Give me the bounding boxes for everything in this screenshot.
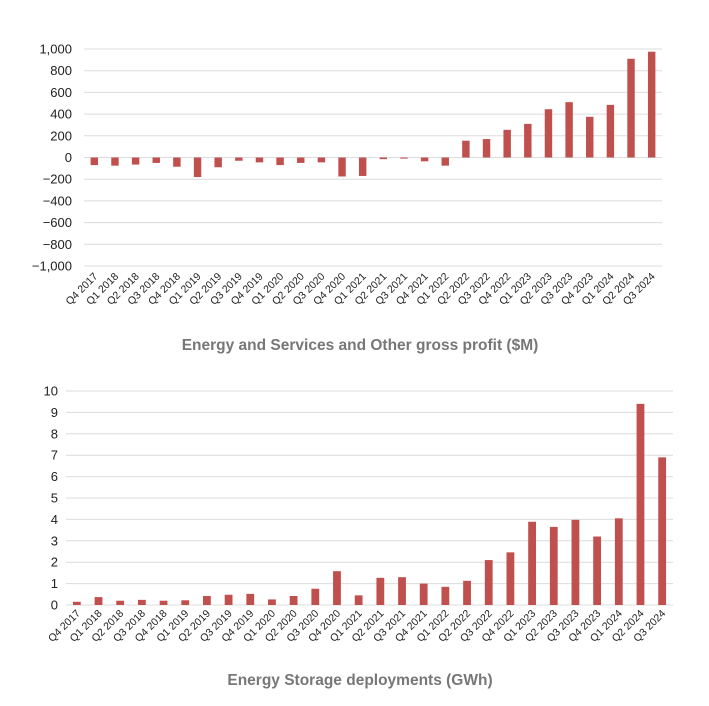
bar-q3-2019	[235, 157, 243, 161]
bar-q1-2021	[354, 595, 363, 605]
y-tick-label: −800	[43, 237, 72, 252]
bar-q2-2020	[289, 596, 298, 605]
bar-q1-2024	[606, 104, 615, 158]
y-tick-label: −600	[43, 215, 72, 230]
y-tick-label: 1	[51, 576, 58, 591]
bar-q4-2022	[503, 129, 511, 158]
y-tick-label: 0	[65, 150, 72, 165]
y-tick-label: 9	[51, 405, 58, 420]
bar-q4-2018	[173, 157, 181, 167]
bar-q4-2017	[90, 157, 99, 166]
bar-q2-2020	[297, 157, 305, 163]
bar-q1-2020	[276, 157, 284, 166]
bar-q2-2022	[463, 580, 471, 605]
bar-q3-2020	[317, 157, 326, 163]
bar-q1-2022	[441, 586, 450, 605]
y-tick-label: 7	[51, 448, 58, 463]
bar-q2-2024	[636, 403, 645, 605]
y-tick-label: 10	[44, 384, 58, 399]
bar-q1-2023	[524, 123, 532, 158]
bar-q4-2020	[338, 157, 346, 177]
bar-q2-2018	[131, 157, 140, 165]
bar-q2-2022	[462, 140, 470, 158]
y-tick-label: −1,000	[32, 259, 72, 274]
bar-q3-2018	[137, 599, 146, 605]
chart-title: Energy and Services and Other gross prof…	[182, 337, 539, 354]
bar-q2-2019	[214, 157, 222, 168]
bar-q4-2023	[586, 116, 594, 158]
y-tick-label: 200	[50, 128, 72, 143]
bar-q1-2019	[181, 600, 190, 605]
bar-q4-2019	[255, 157, 264, 163]
bar-q3-2018	[152, 157, 160, 163]
y-tick-label: 600	[50, 85, 72, 100]
y-tick-label: 1,000	[39, 42, 72, 57]
bar-q4-2018	[159, 600, 168, 605]
bar-q2-2024	[627, 58, 635, 158]
bar-q1-2022	[441, 157, 449, 166]
bar-q4-2020	[333, 571, 341, 605]
bar-q4-2019	[246, 593, 255, 605]
bar-q3-2024	[658, 457, 667, 605]
bar-q2-2023	[544, 109, 553, 158]
y-tick-label: 400	[50, 107, 72, 122]
bar-q4-2017	[72, 601, 81, 605]
bar-q2-2019	[203, 596, 211, 605]
bar-q3-2022	[484, 560, 493, 605]
bar-q1-2020	[268, 599, 276, 605]
bar-q3-2024	[647, 51, 656, 158]
bar-q3-2022	[482, 139, 491, 158]
bar-q2-2023	[549, 526, 558, 605]
bar-q3-2021	[398, 577, 406, 605]
chart-title: Energy Storage deployments (GWh)	[227, 672, 492, 689]
bar-q3-2020	[311, 588, 320, 605]
y-tick-label: 3	[51, 533, 58, 548]
y-tick-label: 5	[51, 491, 58, 506]
chart-1: 1,000 800 600 400 200 0 −200 −400 −600 −800 −1,000…	[32, 42, 662, 354]
bar-q3-2019	[224, 594, 233, 605]
bar-q1-2021	[358, 157, 367, 176]
bar-q2-2018	[116, 600, 125, 605]
y-tick-label: 6	[51, 469, 58, 484]
bar-q3-2021	[400, 157, 408, 159]
y-tick-label: −200	[43, 172, 72, 187]
bar-q4-2022	[506, 552, 515, 605]
y-tick-label: 8	[51, 426, 58, 441]
bar-q4-2021	[419, 583, 428, 605]
bar-q3-2023	[565, 102, 573, 158]
y-tick-label: 4	[51, 512, 58, 527]
bar-q1-2018	[94, 597, 103, 605]
bar-q1-2018	[111, 157, 119, 166]
y-tick-label: 2	[51, 555, 58, 570]
bar-q1-2024	[614, 518, 623, 605]
bar-q2-2021	[379, 157, 388, 160]
bar-q1-2019	[193, 157, 202, 178]
bar-q2-2021	[376, 577, 385, 605]
y-tick-label: 0	[51, 598, 58, 613]
y-tick-label: −400	[43, 193, 72, 208]
bar-q4-2021	[420, 157, 429, 162]
bar-q1-2023	[528, 521, 536, 605]
y-tick-label: 800	[50, 63, 72, 78]
bar-q4-2023	[593, 536, 602, 605]
bar-q3-2023	[571, 519, 580, 605]
